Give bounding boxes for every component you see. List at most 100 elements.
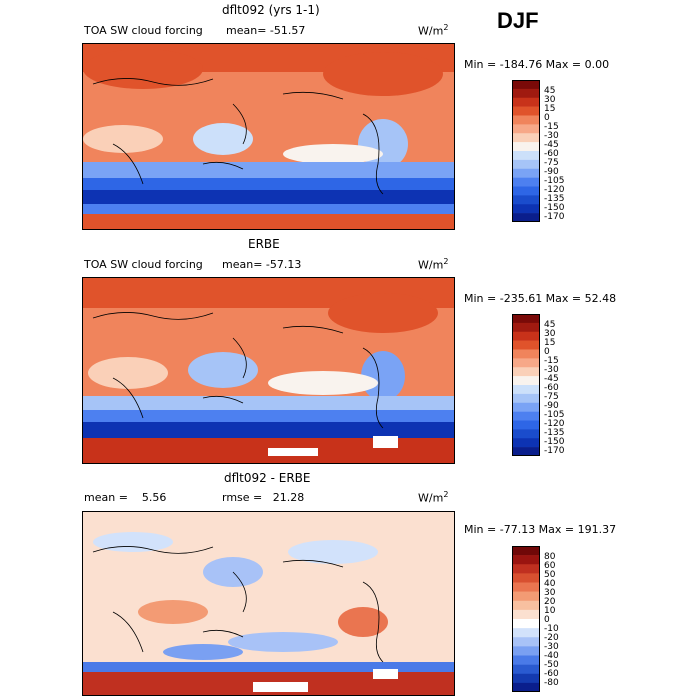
panel-1-map xyxy=(82,43,455,230)
map3-patch-4 xyxy=(138,600,208,624)
cb3-label-0: 80 xyxy=(544,552,556,562)
map2-subtrop-pac xyxy=(268,371,378,395)
colorbar-swatch xyxy=(512,393,540,404)
panel-3-mean: mean = 5.56 xyxy=(84,491,167,504)
cb3-label-4: 30 xyxy=(544,588,556,598)
cb3-label-2: 50 xyxy=(544,570,556,580)
colorbar-swatch xyxy=(512,619,540,629)
colorbar-swatch xyxy=(512,142,540,152)
cb2-label-5: -30 xyxy=(544,365,559,375)
cb1-label-12: -135 xyxy=(544,194,565,204)
panel-3-unit-exp: 2 xyxy=(443,490,449,499)
cb2-label-0: 45 xyxy=(544,320,556,330)
colorbar-swatch xyxy=(512,204,540,214)
colorbar-swatch xyxy=(512,600,540,611)
colorbar-swatch xyxy=(512,124,540,134)
colorbar-swatch xyxy=(512,88,540,99)
colorbar-swatch xyxy=(512,367,540,377)
colorbar-swatch xyxy=(512,664,540,675)
map1-antarctic xyxy=(83,214,454,229)
colorbar-frame xyxy=(512,314,540,456)
panel-2-colorbar-swatches xyxy=(512,314,540,457)
map3-south-band xyxy=(83,662,454,672)
map2-coastlines xyxy=(92,312,384,429)
cb2-label-6: -45 xyxy=(544,374,559,384)
cb2-label-2: 15 xyxy=(544,338,556,348)
panel-1-unit-base: W/m xyxy=(418,24,444,38)
map3-missing-1 xyxy=(253,682,308,692)
panel-1-colorbar-swatches xyxy=(512,80,540,223)
cb3-label-3: 40 xyxy=(544,579,556,589)
cb3-label-9: -20 xyxy=(544,633,559,643)
colorbar-swatch xyxy=(512,682,540,693)
map3-patch-6 xyxy=(228,632,338,652)
cb2-label-13: -150 xyxy=(544,437,565,447)
colorbar-swatch xyxy=(512,340,540,350)
colorbar-swatch xyxy=(512,133,540,143)
panel-2-map-field xyxy=(83,278,454,463)
cb1-label-6: -45 xyxy=(544,140,559,150)
colorbar-swatch xyxy=(512,314,540,324)
cb3-label-8: -10 xyxy=(544,624,559,634)
cb1-label-14: -170 xyxy=(544,212,565,222)
colorbar-swatch xyxy=(512,151,540,161)
map2-south-mid xyxy=(83,396,454,410)
map2-south-core xyxy=(83,422,454,438)
panel-2-subtitle: TOA SW cloud forcing xyxy=(84,258,203,271)
colorbar-swatch xyxy=(512,646,540,656)
cb3-label-6: 10 xyxy=(544,606,556,616)
map2-tropics-sa xyxy=(361,351,405,401)
cb2-label-10: -105 xyxy=(544,410,565,420)
season-label: DJF xyxy=(497,8,539,33)
map1-tropics-indo xyxy=(193,123,253,155)
panel-1-colorbar: 45 30 15 0 -15 -30 -45 -60 -75 -90 -105 … xyxy=(512,80,564,226)
colorbar-frame xyxy=(512,80,540,222)
panel-1-map-field xyxy=(83,44,454,229)
cb2-label-11: -120 xyxy=(544,419,565,429)
colorbar-swatch xyxy=(512,115,540,125)
colorbar-swatch xyxy=(512,349,540,359)
colorbar-swatch xyxy=(512,159,540,170)
colorbar-swatch xyxy=(512,438,540,448)
colorbar-swatch xyxy=(512,385,540,395)
panel-3-minmax: Min = -77.13 Max = 191.37 xyxy=(464,523,617,536)
colorbar-swatch xyxy=(512,186,540,196)
colorbar-swatch xyxy=(512,331,540,341)
map1-south-band xyxy=(83,178,454,190)
cb3-label-14: -80 xyxy=(544,678,559,688)
cb2-label-9: -90 xyxy=(544,401,559,411)
colorbar-swatch xyxy=(512,411,540,421)
colorbar-swatch xyxy=(512,402,540,412)
colorbar-swatch xyxy=(512,628,540,638)
colorbar-swatch xyxy=(512,213,540,223)
cb1-label-0: 45 xyxy=(544,86,556,96)
colorbar-swatch xyxy=(512,447,540,457)
colorbar-swatch xyxy=(512,358,540,368)
map2-tropics-indo xyxy=(188,352,258,388)
map2-missing-2 xyxy=(373,436,398,448)
panel-3-map xyxy=(82,511,455,696)
cb3-label-7: 0 xyxy=(544,615,550,625)
panel-3-title: dflt092 - ERBE xyxy=(224,471,311,485)
panel-3-unit: W/m2 xyxy=(418,490,448,505)
map1-south-core xyxy=(83,190,454,204)
cb3-label-13: -60 xyxy=(544,669,559,679)
map1-continent-eu xyxy=(83,49,203,89)
colorbar-swatch xyxy=(512,555,540,565)
cb2-label-1: 30 xyxy=(544,329,556,339)
colorbar-swatch xyxy=(512,429,540,439)
panel-3-rmse: rmse = 21.28 xyxy=(222,491,305,504)
cb3-label-11: -40 xyxy=(544,651,559,661)
colorbar-swatch xyxy=(512,376,540,386)
colorbar-swatch xyxy=(512,609,540,620)
panel-3-colorbar: 80 60 50 40 30 20 10 0 -10 -20 -30 -40 -… xyxy=(512,546,559,696)
panel-2-title: ERBE xyxy=(248,237,280,251)
map2-south-band xyxy=(83,410,454,422)
cb1-label-1: 30 xyxy=(544,95,556,105)
panel-3-colorbar-swatches xyxy=(512,546,540,693)
panel-2-mean: mean= -57.13 xyxy=(222,258,302,271)
panel-1-title: dflt092 (yrs 1-1) xyxy=(222,3,320,17)
panel-2-minmax: Min = -235.61 Max = 52.48 xyxy=(464,292,617,305)
panel-1-unit: W/m2 xyxy=(418,23,448,38)
map3-patch-3 xyxy=(288,540,378,564)
